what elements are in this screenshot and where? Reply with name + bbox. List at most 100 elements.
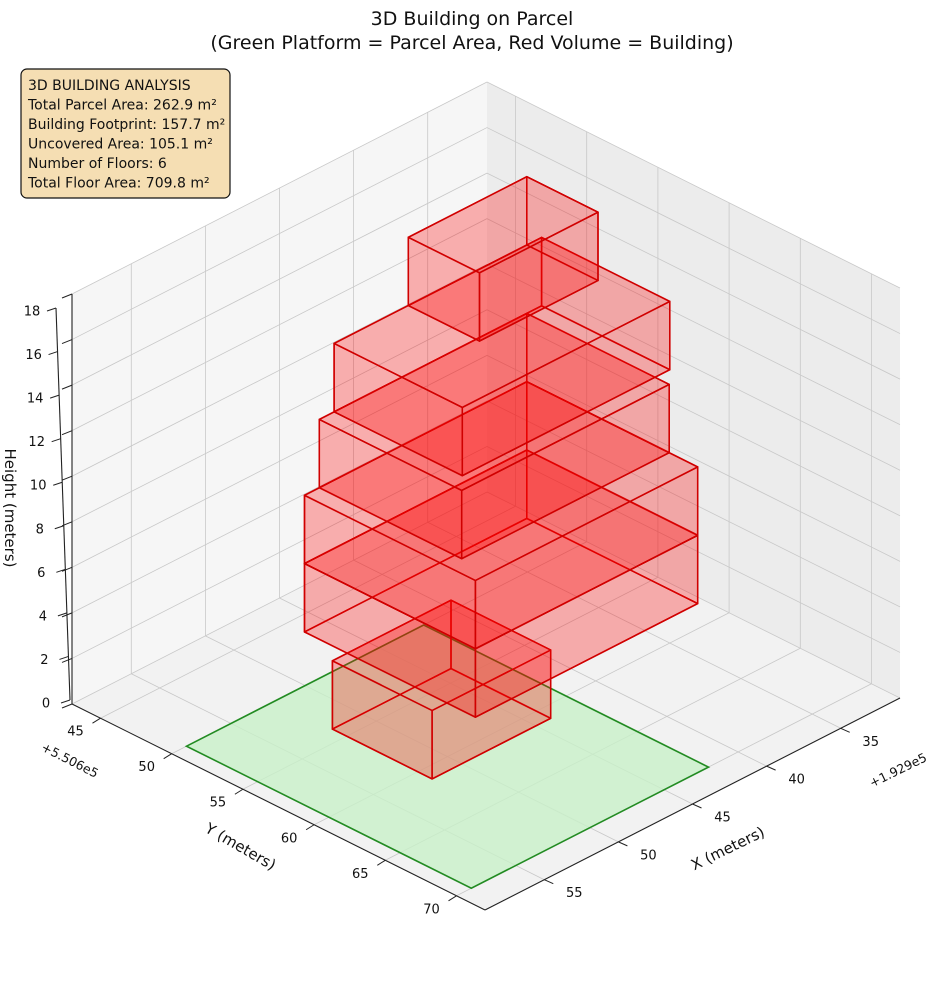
- building-floor-1: [331, 599, 552, 780]
- z-tick-label: 14: [27, 392, 44, 407]
- z-tick-mark: [46, 307, 57, 312]
- info-heading: 3D BUILDING ANALYSIS: [28, 78, 191, 94]
- building-floor-5: [333, 236, 671, 477]
- building-floor-2: [303, 449, 699, 718]
- building-volume: [303, 175, 699, 780]
- z-tick: [61, 475, 73, 481]
- floor-1-face-5: [331, 599, 552, 712]
- y-tick-label: 70: [423, 902, 440, 917]
- z-tick: [61, 566, 73, 572]
- z-gridline-right: [71, 446, 488, 659]
- y-axis-line: [71, 703, 486, 911]
- z-gridline-right: [71, 491, 488, 705]
- y-axis-label: Y (meters): [201, 819, 279, 874]
- z-tick-label: 12: [28, 435, 45, 450]
- z-tick-mark: [59, 655, 69, 660]
- floor-6-face-5: [407, 175, 599, 274]
- z-gridline-left: [486, 127, 901, 334]
- z-tick-mark: [56, 568, 66, 573]
- z-axis-label: Height (meters): [1, 449, 19, 568]
- parcel-polygon: [184, 624, 711, 890]
- z-tick: [61, 339, 73, 345]
- x-tick: [766, 765, 776, 771]
- x-tick: [840, 727, 850, 733]
- z-gridline-right: [71, 309, 488, 523]
- z-gridline-right: [71, 218, 488, 432]
- z-gridline-right: [71, 263, 488, 477]
- building-floor-4: [318, 312, 670, 560]
- z-tick-label: 10: [30, 479, 47, 494]
- info-line-uncovered: Uncovered Area: 105.1 m²: [28, 137, 213, 153]
- z-tick: [61, 657, 73, 663]
- z-tick-label: 18: [24, 305, 41, 320]
- chart-subtitle: (Green Platform = Parcel Area, Red Volum…: [210, 32, 733, 54]
- left-back-pane: [487, 82, 900, 698]
- y-tick: [163, 753, 172, 760]
- y-tick-label: 45: [67, 725, 84, 740]
- z-tick-mark: [49, 394, 60, 399]
- y-tick-label: 50: [138, 760, 155, 775]
- y-tick: [448, 895, 457, 902]
- tick-marks: 35 40 45 50 55 45 50 55 60 65 70 0 2 4 6 8 10 12 14 16 18: [24, 293, 879, 917]
- z-gridline-right: [71, 81, 488, 295]
- floor-5-face-5: [333, 236, 671, 409]
- z-gridline-left: [486, 81, 901, 289]
- chart-title: 3D Building on Parcel: [371, 8, 574, 30]
- z-tick-label: 0: [42, 697, 50, 712]
- y-tick: [305, 824, 315, 831]
- z-tick: [61, 430, 73, 436]
- z-gridline-right: [71, 400, 488, 614]
- x-gridline-floor: [427, 521, 841, 729]
- z-gridline-right: [71, 172, 488, 386]
- parcel-platform: [184, 624, 711, 890]
- info-line-floor-area: Total Floor Area: 709.8 m²: [27, 176, 210, 192]
- z-tick-mark: [48, 351, 58, 356]
- x-tick-label: 40: [788, 773, 805, 788]
- z-gridline-left: [486, 263, 901, 471]
- z-gridline-left: [486, 446, 901, 653]
- z-tick-mark: [51, 438, 61, 443]
- z-gridline-left: [486, 491, 901, 699]
- z-tick-label: 8: [36, 522, 44, 537]
- z-tick-mark: [54, 525, 64, 530]
- z-gridline-left: [486, 400, 901, 608]
- z-tick-mark: [53, 481, 63, 486]
- z-gridline-left: [486, 309, 901, 517]
- x-tick-label: 45: [714, 811, 731, 826]
- info-box: 3D BUILDING ANALYSIS Total Parcel Area: …: [20, 68, 231, 199]
- x-axis-label: X (meters): [688, 823, 768, 874]
- x-axis-offset: +1.929e5: [867, 750, 929, 791]
- building-floor-3: [303, 380, 699, 650]
- info-box-background: [20, 68, 231, 199]
- x-tick: [544, 879, 554, 885]
- z-tick-label: 16: [25, 348, 42, 363]
- y-tick-label: 60: [281, 831, 298, 846]
- y-tick: [92, 717, 101, 724]
- z-tick: [61, 384, 73, 390]
- x-tick-label: 35: [862, 735, 879, 750]
- y-tick-label: 55: [210, 796, 227, 811]
- z-gridline-left: [486, 218, 901, 426]
- x-tick: [618, 841, 628, 847]
- info-line-parcel-area: Total Parcel Area: 262.9 m²: [27, 98, 217, 114]
- x-tick-label: 55: [566, 886, 583, 901]
- y-tick-label: 65: [352, 867, 369, 882]
- x-tick: [692, 803, 702, 809]
- z-tick-label: 2: [40, 653, 48, 668]
- z-tick: [61, 703, 73, 709]
- z-gridline-left: [486, 172, 901, 380]
- y-gridline-floor: [100, 505, 516, 719]
- building-floor-6: [407, 175, 599, 342]
- z-axis-front-line: [55, 307, 71, 701]
- y-axis-offset: +5.506e5: [39, 739, 101, 780]
- z-tick: [61, 293, 73, 299]
- z-tick-mark: [60, 699, 71, 704]
- z-gridline-right: [71, 354, 488, 568]
- z-tick-label: 4: [39, 609, 47, 624]
- z-tick-mark: [57, 612, 68, 617]
- z-tick-label: 6: [37, 566, 45, 581]
- x-gridline-floor: [353, 559, 767, 767]
- x-tick-label: 50: [640, 848, 657, 863]
- z-gridline-right: [71, 127, 488, 340]
